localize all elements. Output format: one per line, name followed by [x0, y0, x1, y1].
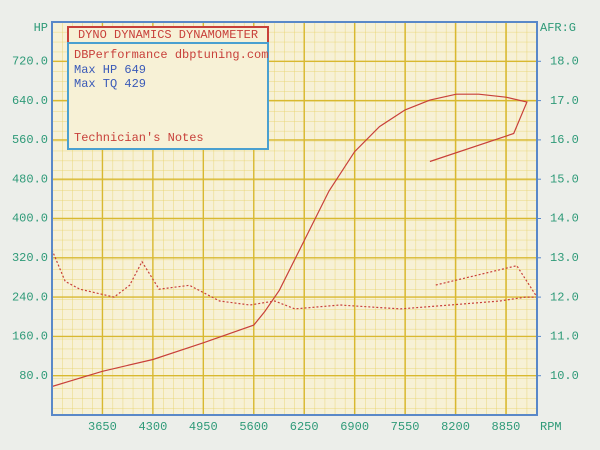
x-tick-label: 8200: [441, 420, 470, 434]
y-axis-label: HP: [34, 21, 48, 35]
x-tick-label: 4950: [189, 420, 218, 434]
data-line: [51, 93, 528, 388]
x-tick-label: 6250: [290, 420, 319, 434]
y2-tick-label: 12.0: [550, 290, 579, 304]
annotation: Max TQ 429: [74, 77, 146, 91]
y-tick-label: 560.0: [12, 133, 48, 147]
y2-tick-label: 14.0: [550, 212, 579, 226]
y2-tick-label: 11.0: [550, 330, 579, 344]
y-tick-label: 320.0: [12, 251, 48, 265]
y2-tick-label: 17.0: [550, 94, 579, 108]
x-tick-label: 4300: [138, 420, 167, 434]
y2-tick-label: 10.0: [550, 369, 579, 383]
y-tick-label: 400.0: [12, 212, 48, 226]
x-axis-label: RPM: [540, 420, 562, 434]
y2-tick-label: 13.0: [550, 251, 579, 265]
x-tick-label: 7550: [391, 420, 420, 434]
y-tick-label: 80.0: [19, 369, 48, 383]
y-tick-label: 240.0: [12, 290, 48, 304]
info-box: [67, 42, 269, 150]
annotation: DBPerformance dbptuning.com: [74, 48, 268, 62]
y-tick-label: 640.0: [12, 94, 48, 108]
annotation: Max HP 649: [74, 63, 146, 77]
x-tick-label: 5600: [239, 420, 268, 434]
y-tick-label: 720.0: [12, 54, 48, 68]
y2-tick-label: 16.0: [550, 133, 579, 147]
x-tick-label: 8850: [492, 420, 521, 434]
annotation: Technician's Notes: [74, 131, 204, 145]
data-line: [51, 249, 539, 310]
y-tick-label: 480.0: [12, 172, 48, 186]
x-tick-label: 3650: [88, 420, 117, 434]
y2-axis-label: AFR:G: [540, 21, 576, 35]
x-tick-label: 6900: [340, 420, 369, 434]
y2-tick-label: 18.0: [550, 54, 579, 68]
y2-tick-label: 15.0: [550, 172, 579, 186]
y-tick-label: 160.0: [12, 330, 48, 344]
chart-title: DYNO DYNAMICS DYNAMOMETER: [78, 28, 258, 42]
